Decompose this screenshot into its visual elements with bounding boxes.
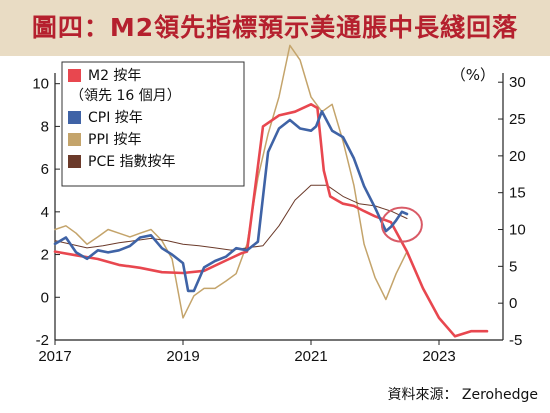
left-tick-label: 2	[41, 247, 49, 264]
chart-header: 圖四：M2領先指標預示美通脹中長綫回落	[0, 0, 550, 56]
left-tick-label: 0	[41, 289, 49, 306]
x-tick-label: 2023	[422, 348, 455, 365]
right-tick-label: 25	[509, 111, 526, 128]
right-tick-label: 20	[509, 148, 526, 165]
right-tick-label: 30	[509, 74, 526, 91]
x-tick-label: 2021	[294, 348, 327, 365]
chart-title: 圖四：M2領先指標預示美通脹中長綫回落	[31, 13, 519, 42]
left-tick-label: 6	[41, 161, 49, 178]
left-tick-label: 4	[41, 204, 49, 221]
legend-label: PCE 指數按年	[88, 154, 176, 170]
legend-swatch	[68, 69, 81, 82]
right-axis-unit: （%）	[451, 66, 495, 84]
legend-box	[61, 61, 245, 187]
right-tick-label: 5	[509, 258, 517, 275]
right-tick-label: -5	[509, 332, 522, 349]
highlight-circle	[380, 206, 423, 243]
x-tick-label: 2017	[38, 348, 71, 365]
legend-swatch	[68, 111, 81, 124]
series-line-2	[53, 110, 409, 293]
legend-label: M2 按年	[88, 68, 141, 84]
series-line-3	[54, 44, 408, 319]
legend-label: PPI 按年	[88, 132, 141, 148]
legend-label: CPI 按年	[88, 110, 143, 126]
source-note: 資料來源： Zerohedge	[387, 387, 538, 403]
right-tick-label: 10	[509, 222, 526, 239]
left-tick-label: 8	[41, 118, 49, 135]
x-tick-label: 2019	[166, 348, 199, 365]
left-tick-label: -2	[36, 332, 49, 349]
series-line-1	[53, 103, 489, 338]
right-tick-label: 15	[509, 185, 526, 202]
legend-swatch	[68, 133, 81, 146]
right-tick-label: 0	[509, 295, 517, 312]
legend-swatch	[68, 155, 81, 168]
left-tick-label: 10	[32, 76, 49, 93]
legend-sublabel: （領先 16 個月）	[70, 87, 181, 104]
series-line-4	[54, 184, 408, 251]
